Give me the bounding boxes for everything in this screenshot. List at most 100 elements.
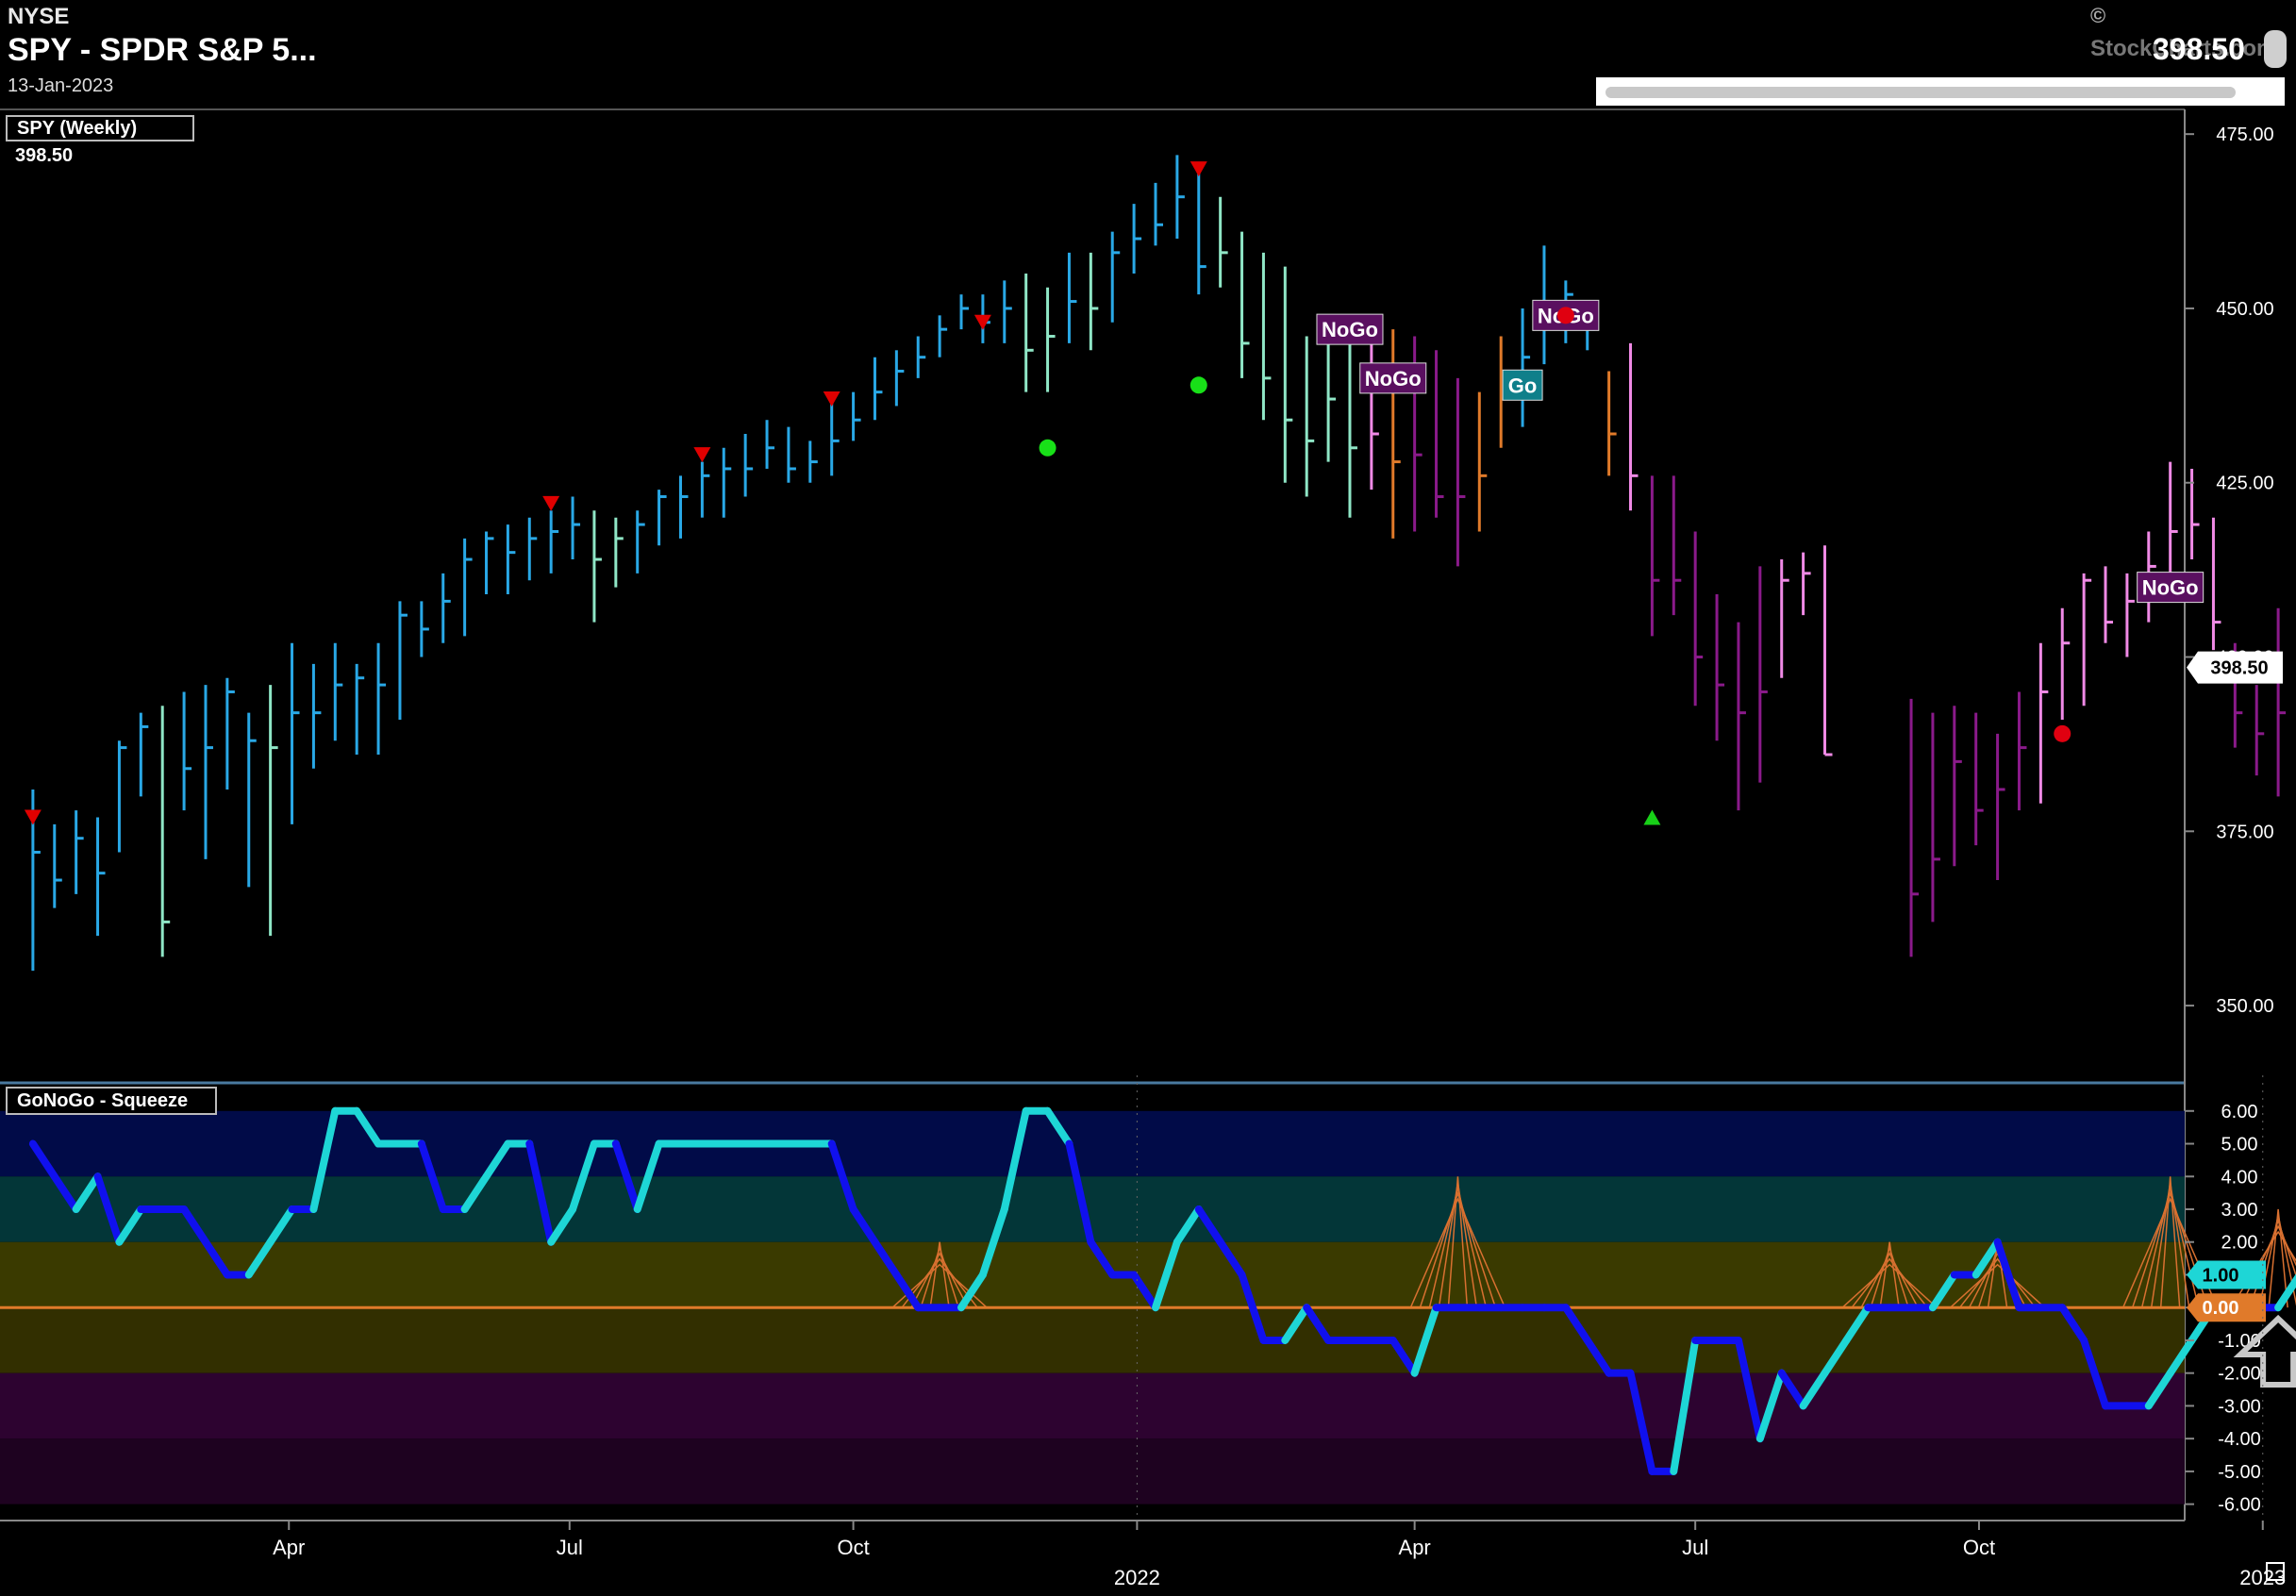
oscillator-line-segment <box>1303 1304 1333 1344</box>
price-bar <box>722 447 732 518</box>
oscillator-axis-label: -3.00 <box>2218 1396 2261 1417</box>
dot-marker <box>2054 724 2071 742</box>
x-axis-month-label: Oct <box>837 1536 869 1559</box>
price-bar <box>2276 607 2287 797</box>
oscillator-line-segment <box>1216 1238 1246 1279</box>
oscillator-line-segment <box>28 1139 58 1181</box>
oscillator-line-segment <box>2274 1273 2296 1312</box>
oscillator-axis-label: 6.00 <box>2221 1102 2258 1122</box>
price-bar <box>1132 204 1142 274</box>
oscillator-axis-label: 3.00 <box>2221 1200 2258 1221</box>
price-bar <box>614 517 624 588</box>
price-bar <box>1715 594 1725 741</box>
price-bar <box>2125 573 2135 657</box>
scrollbar-thumb[interactable] <box>1606 87 2236 98</box>
squeeze-grid-line <box>1958 1257 2037 1308</box>
price-axis-label: 450.00 <box>2216 299 2273 320</box>
price-bar <box>1456 377 1466 567</box>
x-axis-month-label: Jul <box>1682 1536 1708 1559</box>
chart-scrollbar[interactable] <box>1596 77 2285 106</box>
price-bar <box>1822 545 1833 756</box>
oscillator-legend: GoNoGo - Squeeze <box>6 1087 217 1115</box>
squeeze-grid-line <box>1879 1241 1900 1308</box>
price-bar <box>916 336 926 378</box>
price-bar <box>139 712 149 797</box>
price-bar <box>1802 552 1811 616</box>
x-axis-year-label: 2022 <box>1114 1566 1160 1589</box>
chart-date: 13-Jan-2023 <box>8 75 114 96</box>
price-bar <box>1909 698 1920 957</box>
oscillator-line-segment <box>871 1238 901 1279</box>
oscillator-line-segment <box>353 1106 383 1148</box>
squeeze-grid-line <box>1841 1263 1938 1308</box>
oscillator-value-tag <box>2187 1260 2266 1289</box>
squeeze-grid-line <box>910 1252 969 1308</box>
oscillator-band <box>0 1307 2185 1373</box>
zero-value-label: 0.00 <box>2203 1298 2239 1319</box>
price-bar <box>1607 371 1617 476</box>
price-bar <box>204 685 213 859</box>
oscillator-band <box>0 1372 2185 1439</box>
signal-label-box <box>1502 369 1543 401</box>
oscillator-line-segment <box>611 1139 641 1213</box>
price-axis-label: 350.00 <box>2216 996 2273 1017</box>
triangle-down-marker <box>1190 161 1207 177</box>
oscillator-line-segment <box>1000 1106 1030 1213</box>
price-bar <box>527 517 538 581</box>
triangle-down-marker <box>693 447 711 463</box>
oscillator-line-segment <box>1583 1336 1613 1377</box>
oscillator-line-segment <box>2144 1369 2174 1410</box>
oscillator-line-segment <box>93 1172 124 1246</box>
price-bar <box>333 642 343 741</box>
price-legend-value: 398.50 <box>15 145 74 166</box>
oscillator-line-segment <box>1281 1304 1311 1344</box>
price-bar <box>2060 607 2071 721</box>
price-bar <box>75 810 84 894</box>
price-bar <box>1283 266 1293 483</box>
price-bar <box>182 691 192 811</box>
oscillator-line-segment <box>266 1205 296 1246</box>
squeeze-grid-line <box>901 1257 978 1308</box>
price-bar <box>398 601 408 721</box>
squeeze-grid <box>1841 1241 1938 1308</box>
squeeze-grid-line <box>929 1241 950 1308</box>
price-bar <box>311 663 322 769</box>
price-bar <box>1931 712 1940 923</box>
vertical-scroll-handle[interactable] <box>2264 30 2287 68</box>
price-bar <box>1953 706 1962 867</box>
squeeze-grid-line <box>1428 1188 1488 1308</box>
oscillator-line-segment <box>1777 1369 1807 1410</box>
price-bar <box>894 350 905 407</box>
price-bar <box>592 510 602 623</box>
oscillator-line-segment <box>2080 1336 2110 1410</box>
price-bar <box>959 294 970 330</box>
oscillator-line-segment <box>1087 1238 1117 1279</box>
exchange-label: NYSE <box>8 4 70 29</box>
oscillator-line-segment <box>180 1205 209 1246</box>
oscillator-line-segment <box>1842 1304 1872 1344</box>
oscillator-line-segment <box>1670 1336 1700 1475</box>
signal-label-box <box>1316 313 1384 345</box>
oscillator-axis-label: 5.00 <box>2221 1135 2258 1155</box>
price-bar <box>1780 559 1789 678</box>
price-bar <box>1003 280 1012 343</box>
price-bar <box>1046 287 1056 392</box>
squeeze-grid-line <box>2159 1176 2181 1308</box>
oscillator-line-segment <box>72 1172 102 1213</box>
price-bar <box>485 531 494 594</box>
oscillator-line-segment <box>957 1271 987 1312</box>
oscillator-value-label: 1.00 <box>2203 1265 2239 1286</box>
price-bar <box>2082 573 2092 707</box>
oscillator-band <box>0 1241 2185 1308</box>
price-bar <box>1996 733 2005 881</box>
price-bar <box>1391 329 1401 539</box>
oscillator-line-segment <box>525 1139 556 1246</box>
oscillator-line-segment <box>633 1139 663 1213</box>
price-bar <box>506 524 516 594</box>
price-bar <box>636 510 645 574</box>
oscillator-line-segment <box>1238 1271 1268 1344</box>
price-bar <box>1089 252 1099 351</box>
panel-toggle-icon[interactable] <box>2266 1562 2285 1581</box>
oscillator-axis-label: 4.00 <box>2221 1167 2258 1188</box>
